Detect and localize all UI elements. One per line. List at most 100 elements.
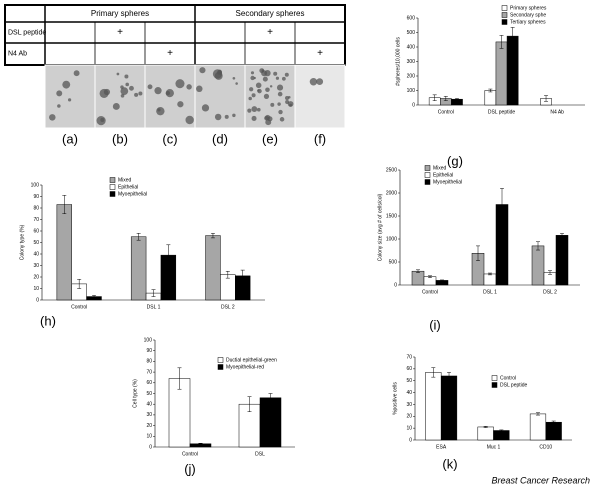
y-tick-label: 0 — [412, 102, 415, 108]
row-label: N4 Ab — [8, 50, 27, 57]
y-tick-label: 0 — [36, 297, 39, 303]
legend-swatch — [501, 12, 508, 18]
bar — [259, 397, 282, 448]
y-tick-label: 80 — [146, 359, 152, 365]
sphere — [175, 79, 185, 89]
sphere — [120, 93, 125, 98]
y-tick-label: 90 — [146, 348, 152, 354]
y-tick-label: 30 — [146, 412, 152, 418]
bar — [484, 90, 497, 106]
y-tick-label: 10 — [33, 286, 39, 292]
sphere — [196, 85, 203, 93]
y-tick-label: 10 — [146, 434, 152, 440]
y-tick-label: 10 — [406, 425, 412, 431]
bar — [220, 274, 236, 301]
y-tick-label: 200 — [407, 73, 416, 79]
sphere — [116, 72, 120, 76]
row-label: DSL peptide — [8, 29, 46, 36]
sphere — [214, 113, 222, 121]
x-tick-label: N4 Ab — [550, 109, 564, 115]
y-tick-label: 0 — [409, 437, 412, 443]
y-tick-label: 20 — [33, 274, 39, 280]
sphere — [269, 85, 273, 88]
sphere — [251, 115, 257, 121]
sphere — [264, 70, 271, 77]
sphere — [57, 104, 61, 108]
panel-label: (i) — [429, 317, 441, 332]
sphere — [154, 87, 162, 95]
sphere — [277, 91, 283, 97]
y-tick-label: 20 — [146, 423, 152, 429]
bar — [531, 245, 545, 286]
bar — [483, 273, 497, 286]
table-cell: + — [317, 48, 323, 59]
y-tick-label: 20 — [406, 414, 412, 420]
bar — [555, 235, 569, 286]
y-tick-label: 500 — [389, 259, 398, 265]
sphere — [49, 114, 56, 121]
panel-label: (b) — [112, 131, 128, 146]
error-bar — [77, 279, 82, 289]
sphere — [112, 102, 120, 110]
y-tick-label: 100 — [31, 182, 40, 188]
error-bar — [136, 233, 141, 241]
error-bar — [177, 367, 182, 390]
legend-label: Myoepithelial — [118, 191, 147, 197]
bar — [411, 270, 425, 286]
y-axis-label: %positive cells — [392, 382, 398, 415]
error-bar — [416, 269, 420, 273]
sphere — [129, 85, 134, 91]
error-bar — [151, 289, 156, 297]
sphere — [138, 91, 143, 96]
y-tick-label: 500 — [407, 30, 416, 36]
y-tick-label: 600 — [407, 15, 416, 21]
sphere — [156, 106, 165, 116]
legend-swatch — [109, 184, 116, 190]
sphere — [134, 92, 139, 97]
sphere — [124, 74, 129, 79]
sphere — [284, 72, 289, 77]
sphere — [251, 106, 258, 112]
bar — [205, 235, 221, 301]
panel-label: (h) — [40, 313, 56, 328]
sphere — [186, 84, 192, 90]
y-tick-label: 0 — [149, 444, 152, 450]
sphere — [275, 76, 280, 80]
y-tick-label: 100 — [407, 88, 416, 94]
sphere — [277, 102, 281, 106]
error-bar — [432, 94, 437, 101]
legend-swatch — [501, 5, 508, 11]
sphere — [257, 89, 260, 92]
legend-label: Tertiary spheres — [510, 19, 546, 25]
error-bar — [225, 271, 230, 279]
y-tick-label: 40 — [146, 402, 152, 408]
legend-swatch — [424, 165, 431, 171]
sphere — [285, 99, 290, 104]
x-tick-label: CD10 — [539, 444, 552, 450]
y-tick-label: 50 — [406, 378, 412, 384]
error-bar — [428, 275, 432, 278]
sphere — [217, 70, 222, 75]
x-tick-label: Control — [422, 289, 438, 295]
panel-label: (j) — [184, 461, 196, 476]
y-tick-label: 30 — [33, 263, 39, 269]
bar — [477, 426, 494, 441]
bar — [425, 372, 442, 441]
sphere — [62, 80, 71, 89]
sphere — [276, 84, 284, 91]
error-bar — [240, 269, 245, 282]
bar — [506, 35, 519, 106]
sphere — [251, 93, 256, 98]
sphere — [247, 108, 252, 113]
sphere — [281, 76, 286, 81]
legend-label: DSL peptide — [500, 382, 528, 388]
sphere — [120, 87, 129, 95]
sphere — [278, 109, 283, 115]
error-bar — [488, 272, 492, 276]
sphere — [265, 87, 270, 93]
y-tick-label: 1500 — [386, 213, 397, 219]
error-bar — [488, 88, 493, 93]
y-tick-label: 40 — [33, 251, 39, 257]
sphere — [201, 104, 210, 112]
legend-swatch — [501, 19, 508, 25]
